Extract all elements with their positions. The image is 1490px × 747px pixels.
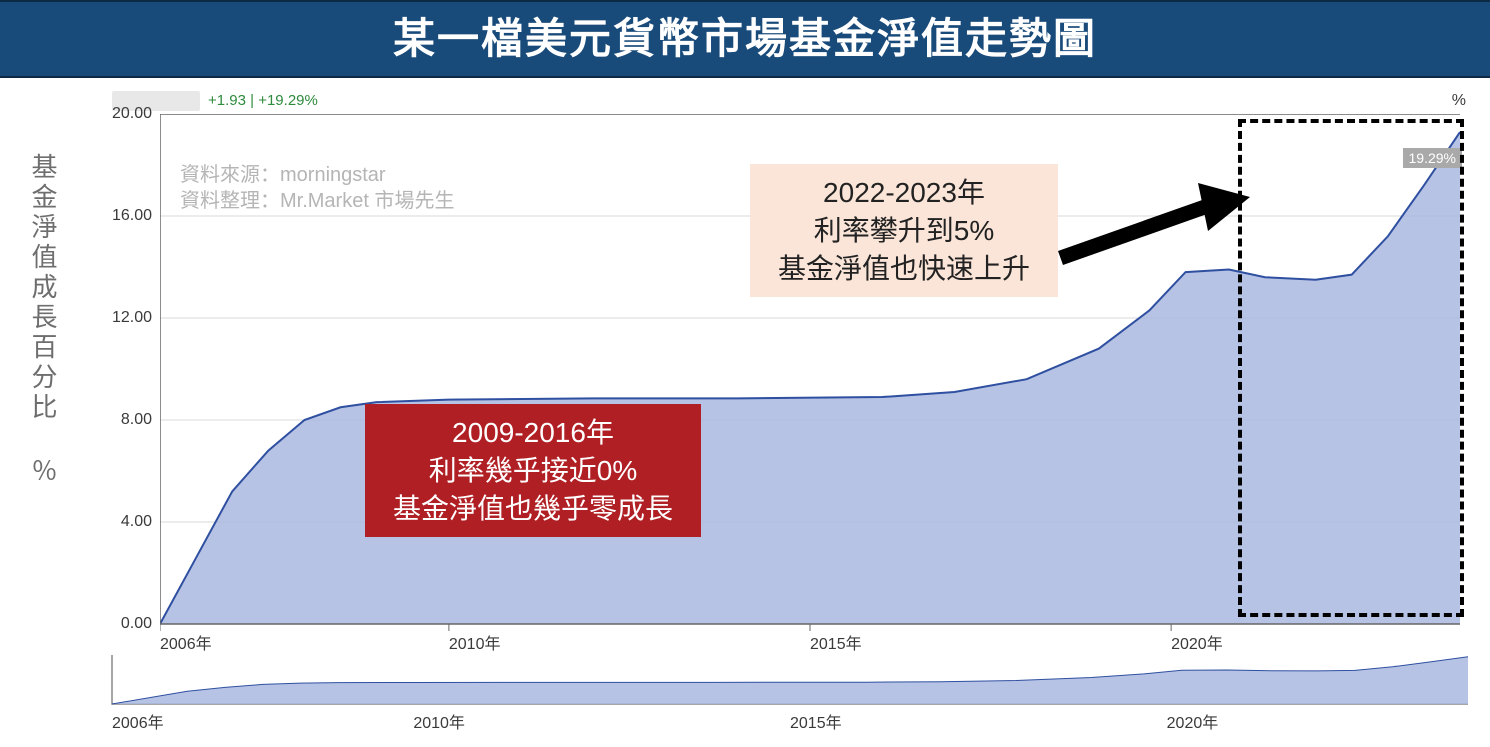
x-tick-label-mini: 2015年 — [790, 709, 842, 733]
source-line-1: 資料來源：morningstar — [180, 158, 386, 187]
highlight-dashed-box — [1238, 119, 1464, 617]
callout-recent-l1: 2022-2023年 — [778, 174, 1030, 212]
y-axis-title: 基金淨值成長百分比 ％ — [25, 153, 62, 487]
stat-sep: | — [246, 92, 258, 109]
stat-line: +1.93 | +19.29% — [208, 92, 318, 109]
x-tick-label-mini: 2020年 — [1167, 709, 1219, 733]
y-tick-label: 0.00 — [102, 615, 152, 633]
y-tick-label: 8.00 — [102, 411, 152, 429]
callout-zero-l1: 2009-2016年 — [393, 414, 673, 452]
callout-recent-l3: 基金淨值也快速上升 — [778, 250, 1030, 288]
stat-pct: +19.29% — [258, 92, 318, 109]
stat-abs: +1.93 — [208, 92, 246, 109]
y-tick-label: 20.00 — [102, 105, 152, 123]
x-tick-label: 2010年 — [449, 630, 501, 654]
x-tick-label-mini: 2006年 — [112, 709, 164, 733]
x-tick-label: 2006年 — [160, 630, 212, 654]
y-tick-label: 4.00 — [102, 513, 152, 531]
arrow-icon — [1050, 173, 1250, 283]
chart-stage: 基金淨值成長百分比 ％ +1.93 | +19.29% % 0.00 4.00 8.… — [0, 78, 1490, 747]
callout-zero-rate: 2009-2016年 利率幾乎接近0% 基金淨值也幾乎零成長 — [365, 404, 701, 537]
callout-recent: 2022-2023年 利率攀升到5% 基金淨值也快速上升 — [750, 164, 1058, 297]
callout-zero-l2: 利率幾乎接近0% — [393, 452, 673, 490]
x-tick-label: 2015年 — [810, 630, 862, 654]
x-tick-label: 2020年 — [1171, 630, 1223, 654]
y-tick-label: 16.00 — [102, 207, 152, 225]
y-tick-label: 12.00 — [102, 309, 152, 327]
mini-overview-chart — [110, 652, 1470, 707]
callout-zero-l3: 基金淨值也幾乎零成長 — [393, 490, 673, 528]
callout-recent-l2: 利率攀升到5% — [778, 212, 1030, 250]
unit-percent: % — [1452, 92, 1466, 110]
page-title-bar: 某一檔美元貨幣市場基金淨值走勢圖 — [0, 0, 1490, 78]
source-line-2: 資料整理：Mr.Market 市場先生 — [180, 184, 454, 213]
x-tick-label-mini: 2010年 — [413, 709, 465, 733]
